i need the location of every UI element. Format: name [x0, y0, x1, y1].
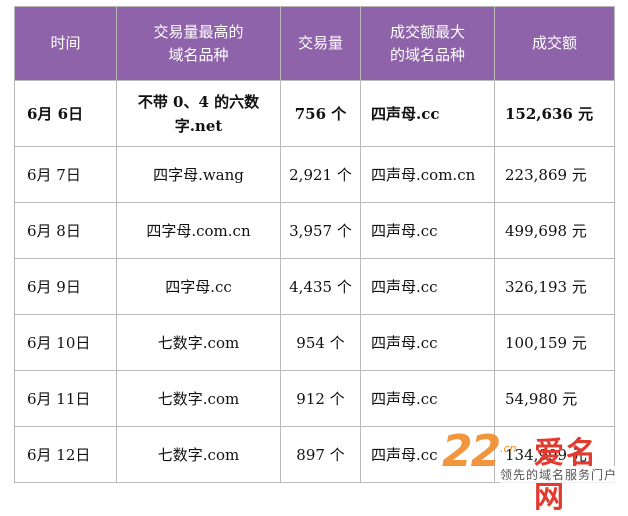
cell-amount: 326,193 元 — [494, 258, 615, 315]
cell-date: 6月 12日 — [14, 426, 117, 483]
cell-top-category-line2: 字.net — [174, 116, 223, 135]
cell-date: 6月 9日 — [14, 258, 117, 315]
cell-date: 6月 11日 — [14, 370, 117, 427]
cell-volume: 2,921 个 — [280, 146, 361, 203]
table-row: 6月 12日 七数字.com 897 个 四声母.cc 134,999 元 — [14, 426, 615, 483]
cell-volume: 897 个 — [280, 426, 361, 483]
cell-top-category: 七数字.com — [116, 370, 281, 427]
header-top-amount-category-line1: 成交额最大 — [389, 23, 465, 41]
header-top-category-line2: 域名品种 — [168, 45, 229, 64]
cell-top-category: 四字母.com.cn — [116, 202, 281, 259]
cell-amount: 54,980 元 — [494, 370, 615, 427]
cell-volume: 912 个 — [280, 370, 361, 427]
cell-top-amount-category: 四声母.cc — [360, 202, 495, 259]
cell-date: 6月 7日 — [14, 146, 117, 203]
cell-amount: 499,698 元 — [494, 202, 615, 259]
cell-volume: 954 个 — [280, 314, 361, 371]
cell-top-category: 七数字.com — [116, 314, 281, 371]
domain-trading-table: 时间 交易量最高的 域名品种 交易量 成交额最大 的域名品种 成交额 6月 6日… — [14, 6, 615, 483]
header-top-amount-category-line2: 的域名品种 — [389, 45, 465, 64]
table-header-row: 时间 交易量最高的 域名品种 交易量 成交额最大 的域名品种 成交额 — [14, 6, 615, 81]
header-volume: 交易量 — [280, 6, 361, 81]
header-amount: 成交额 — [494, 6, 615, 81]
cell-volume: 4,435 个 — [280, 258, 361, 315]
header-date: 时间 — [14, 6, 117, 81]
cell-top-amount-category: 四声母.cc — [360, 314, 495, 371]
cell-volume: 756 个 — [280, 80, 361, 147]
cell-top-amount-category: 四声母.com.cn — [360, 146, 495, 203]
cell-top-category-line1: 不带 0、4 的六数 — [137, 92, 260, 111]
cell-volume: 3,957 个 — [280, 202, 361, 259]
table-row: 6月 7日 四字母.wang 2,921 个 四声母.com.cn 223,86… — [14, 146, 615, 203]
cell-date: 6月 10日 — [14, 314, 117, 371]
cell-amount: 223,869 元 — [494, 146, 615, 203]
cell-amount: 152,636 元 — [494, 80, 615, 147]
table-row: 6月 9日 四字母.cc 4,435 个 四声母.cc 326,193 元 — [14, 258, 615, 315]
cell-date: 6月 8日 — [14, 202, 117, 259]
cell-top-category: 四字母.cc — [116, 258, 281, 315]
cell-top-amount-category: 四声母.cc — [360, 426, 495, 483]
cell-top-amount-category: 四声母.cc — [360, 370, 495, 427]
cell-top-amount-category: 四声母.cc — [360, 258, 495, 315]
cell-top-category: 四字母.wang — [116, 146, 281, 203]
table-row: 6月 11日 七数字.com 912 个 四声母.cc 54,980 元 — [14, 370, 615, 427]
header-top-amount-category: 成交额最大 的域名品种 — [360, 6, 495, 81]
cell-amount: 134,999 元 — [494, 426, 615, 483]
cell-top-category: 七数字.com — [116, 426, 281, 483]
header-top-category: 交易量最高的 域名品种 — [116, 6, 281, 81]
cell-top-amount-category: 四声母.cc — [360, 80, 495, 147]
table-row: 6月 8日 四字母.com.cn 3,957 个 四声母.cc 499,698 … — [14, 202, 615, 259]
header-top-category-line1: 交易量最高的 — [153, 23, 244, 41]
cell-date: 6月 6日 — [14, 80, 117, 147]
table-row: 6月 6日 不带 0、4 的六数 字.net 756 个 四声母.cc 152,… — [14, 80, 615, 147]
cell-amount: 100,159 元 — [494, 314, 615, 371]
table-row: 6月 10日 七数字.com 954 个 四声母.cc 100,159 元 — [14, 314, 615, 371]
cell-top-category: 不带 0、4 的六数 字.net — [116, 80, 281, 147]
